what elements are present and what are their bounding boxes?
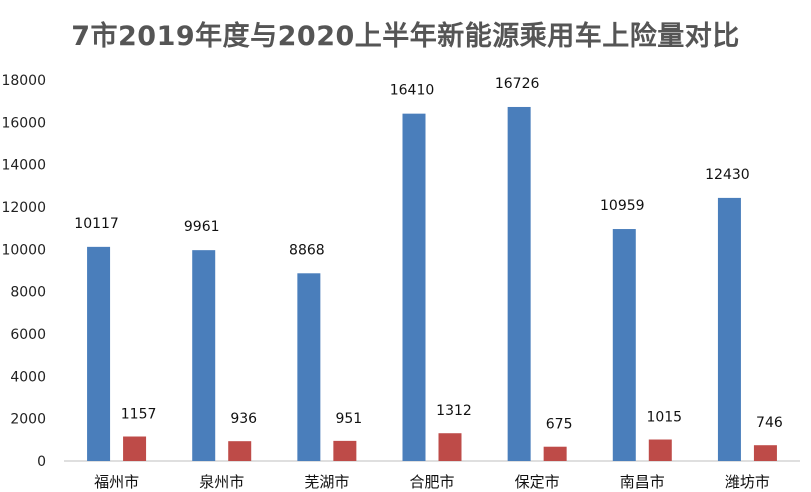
data-label-series2-2: 936 (230, 411, 257, 427)
category-label-4: 合肥市 (409, 473, 454, 491)
data-label-series1-1: 10117 (74, 216, 119, 232)
y-tick-label-2: 4000 (10, 369, 46, 385)
data-label-series1-5: 16726 (495, 76, 540, 92)
data-label-series1-6: 10959 (600, 198, 645, 214)
y-tick-label-1: 2000 (10, 412, 46, 428)
y-tick-label-5: 10000 (1, 242, 46, 258)
y-tick-label-7: 14000 (1, 158, 46, 174)
bar-series2-6 (648, 439, 672, 461)
data-label-series1-2: 9961 (184, 219, 220, 235)
y-tick-label-9: 18000 (1, 73, 46, 89)
data-label-series2-3: 951 (335, 411, 362, 427)
category-label-2: 泉州市 (199, 473, 244, 491)
bar-series1-6 (612, 229, 636, 461)
category-label-5: 保定市 (515, 473, 560, 491)
bar-series1-2 (192, 250, 216, 461)
data-label-series2-6: 1015 (646, 410, 682, 426)
y-tick-label-3: 6000 (10, 327, 46, 343)
y-tick-label-0: 0 (37, 454, 46, 470)
data-label-series1-3: 8868 (289, 242, 325, 258)
category-label-6: 南昌市 (620, 473, 665, 491)
category-label-7: 潍坊市 (725, 473, 770, 491)
y-tick-label-4: 8000 (10, 285, 46, 301)
data-label-series1-7: 12430 (705, 167, 750, 183)
bar-series2-5 (543, 446, 567, 461)
category-label-3: 芜湖市 (304, 473, 349, 491)
bar-series1-4 (402, 113, 426, 461)
data-label-series2-7: 746 (756, 415, 783, 431)
bar-series1-1 (87, 246, 111, 461)
bar-series2-4 (438, 433, 462, 461)
bar-series1-7 (717, 197, 741, 462)
category-label-1: 福州市 (94, 473, 139, 491)
chart-title: 7市2019年度与2020上半年新能源乘用车上险量对比 (71, 21, 740, 52)
data-label-series2-5: 675 (546, 417, 573, 433)
bar-series2-3 (333, 440, 357, 461)
data-label-series2-1: 1157 (121, 407, 157, 423)
bar-series2-7 (753, 445, 777, 461)
y-tick-label-6: 12000 (1, 200, 46, 216)
y-tick-label-8: 16000 (1, 115, 46, 131)
bar-series1-5 (507, 106, 531, 461)
bar-series1-3 (297, 273, 321, 461)
bar-series2-2 (228, 441, 252, 461)
data-label-series2-4: 1312 (436, 403, 472, 419)
bar-series2-1 (123, 436, 147, 461)
data-label-series1-4: 16410 (390, 83, 435, 99)
